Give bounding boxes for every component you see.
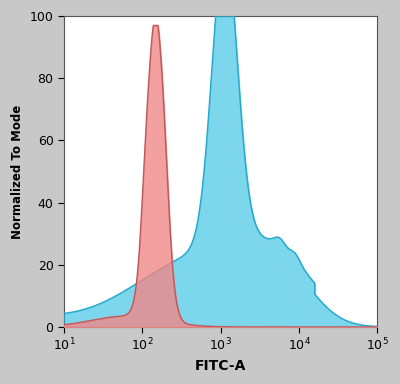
- X-axis label: FITC-A: FITC-A: [195, 359, 246, 373]
- Y-axis label: Normalized To Mode: Normalized To Mode: [11, 104, 24, 239]
